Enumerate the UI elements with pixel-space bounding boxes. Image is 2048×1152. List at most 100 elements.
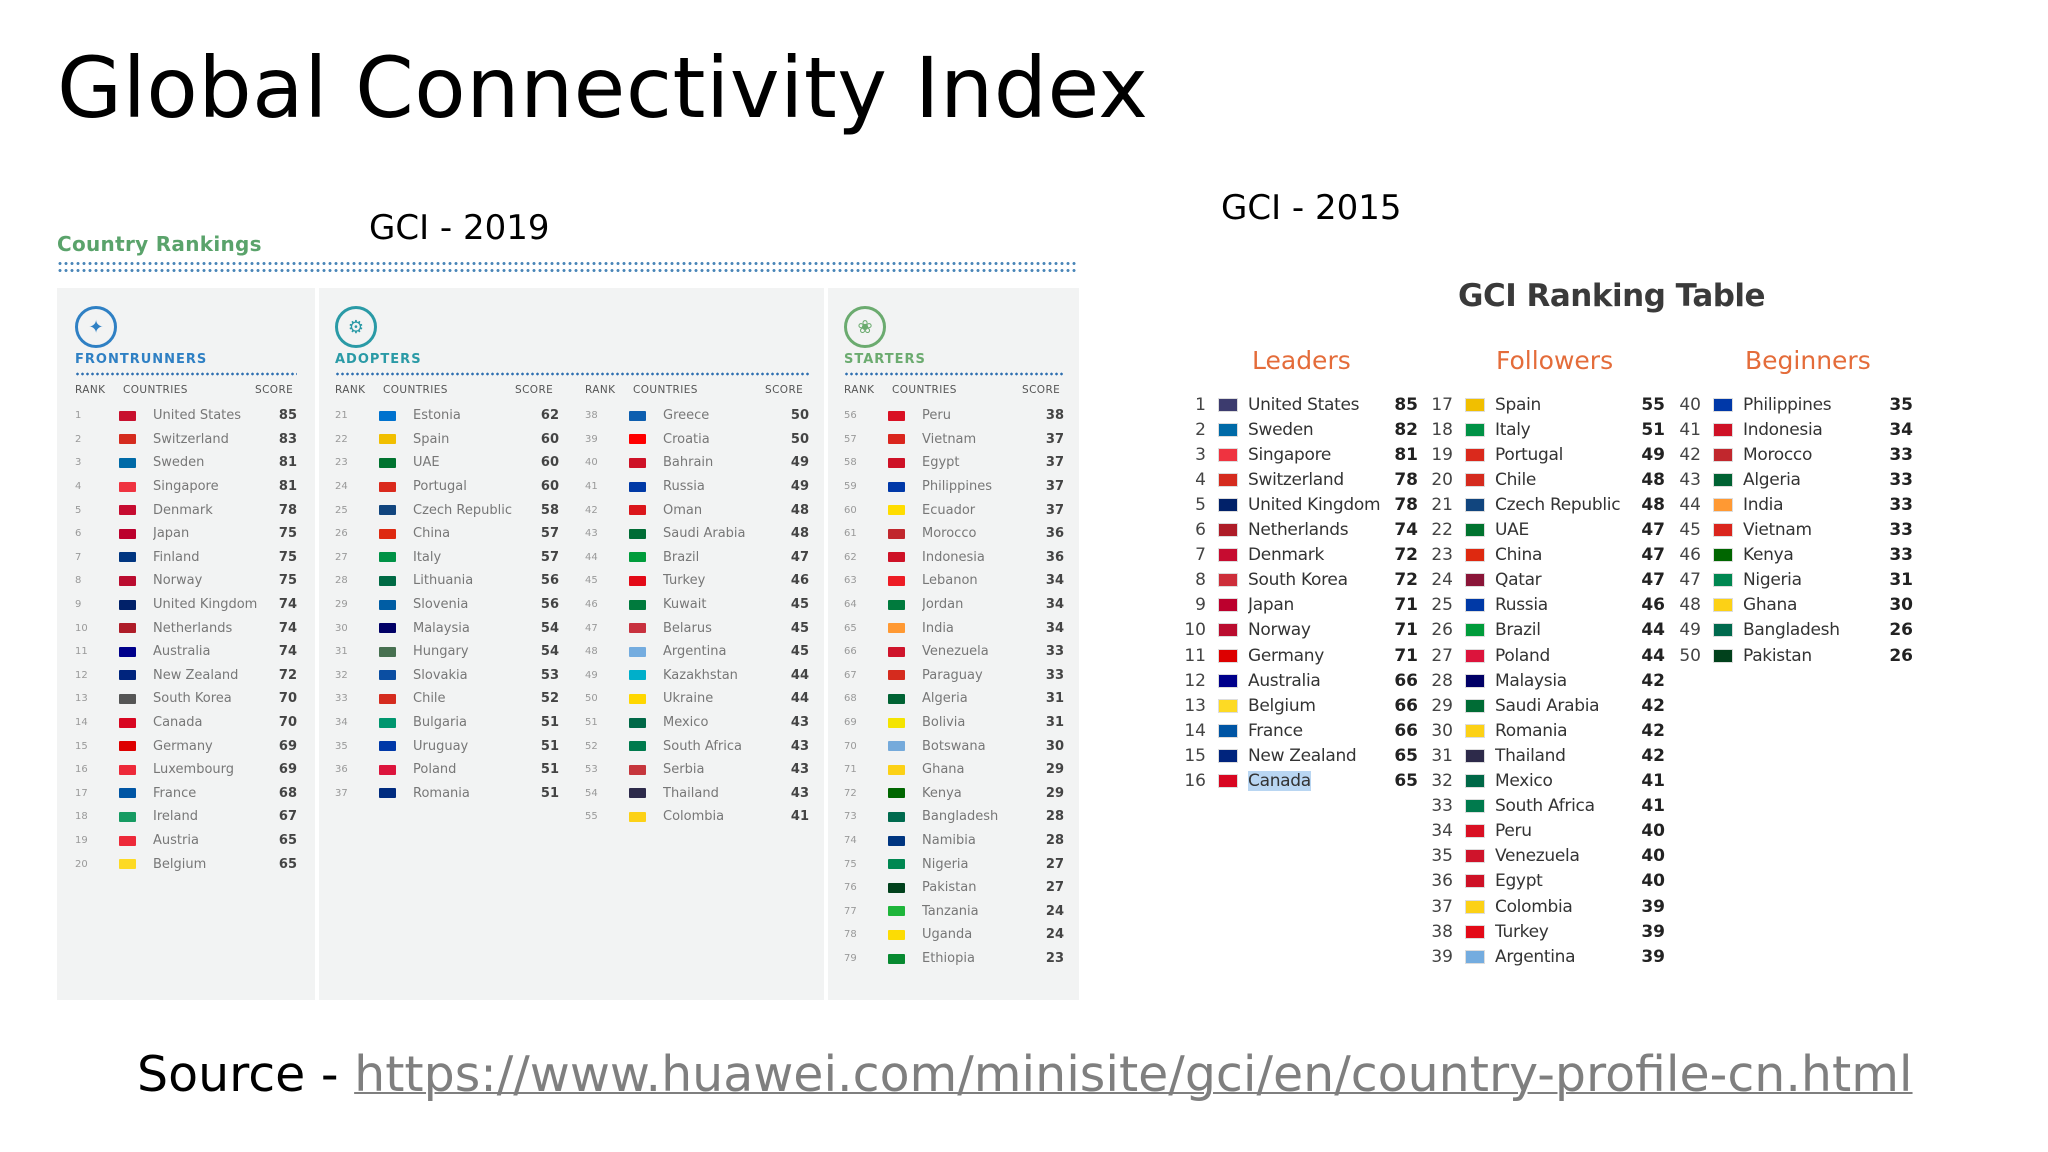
rank-cell: 27	[335, 551, 348, 563]
table-row: 44 India 33	[1671, 492, 1913, 517]
table-row: 39 Croatia 50	[585, 428, 809, 452]
flag-icon	[1465, 799, 1485, 814]
flag-icon	[119, 835, 136, 846]
score-cell: 72	[1394, 570, 1418, 591]
rank-cell: 45	[585, 575, 598, 587]
flag-icon	[1218, 673, 1238, 688]
country-cell: Mexico	[1495, 771, 1635, 791]
flag-icon	[1218, 648, 1238, 663]
score-cell: 71	[1394, 595, 1418, 616]
flag-icon	[1713, 623, 1733, 638]
flag-icon	[119, 552, 136, 563]
country-cell: Italy	[1495, 420, 1635, 440]
table-row: 65 India 34	[844, 616, 1064, 640]
table-row: 38 Turkey 39	[1423, 919, 1665, 944]
table-row: 49 Kazakhstan 44	[585, 664, 809, 688]
table-row: 3 Singapore 81	[1176, 442, 1418, 467]
country-cell: Croatia	[663, 431, 710, 447]
score-cell: 43	[790, 785, 809, 801]
flag-icon	[1713, 573, 1733, 588]
rank-cell: 47	[1679, 570, 1701, 591]
rank-cell: 68	[844, 693, 857, 705]
country-name: Pakistan	[1743, 645, 1812, 666]
flag-icon	[1218, 422, 1238, 437]
country-cell: Philippines	[1743, 395, 1883, 415]
country-cell: Saudi Arabia	[663, 526, 746, 542]
table-row: 48 Argentina 45	[585, 640, 809, 664]
country-cell: Saudi Arabia	[1495, 696, 1635, 716]
flag-icon	[629, 811, 646, 822]
country-cell: Algeria	[922, 691, 968, 707]
table-row: 55 Colombia 41	[585, 805, 809, 829]
country-cell: Colombia	[1495, 897, 1635, 917]
country-cell: Spain	[413, 431, 450, 447]
table-row: 38 Greece 50	[585, 404, 809, 428]
score-cell: 33	[1045, 667, 1064, 683]
score-cell: 30	[1045, 738, 1064, 754]
table-row: 26 China 57	[335, 522, 559, 546]
table-row: 41 Indonesia 34	[1671, 417, 1913, 442]
country-name: Netherlands	[1248, 520, 1349, 540]
country-cell: Kenya	[922, 785, 962, 801]
table-row: 40 Philippines 35	[1671, 392, 1913, 417]
country-cell: Indonesia	[1743, 420, 1883, 440]
table-row: 49 Bangladesh 26	[1671, 618, 1913, 643]
flag-icon	[629, 764, 646, 775]
rank-cell: 15	[75, 740, 88, 752]
rank-cell: 67	[844, 669, 857, 681]
flag-icon	[379, 741, 396, 752]
rank-cell: 48	[585, 646, 598, 658]
table-row: 18 Italy 51	[1423, 417, 1665, 442]
rank-cell: 22	[335, 433, 348, 445]
score-cell: 52	[540, 691, 559, 707]
rank-cell: 17	[1431, 394, 1453, 415]
country-cell: Argentina	[663, 644, 727, 660]
country-cell: Bolivia	[922, 715, 966, 731]
table-row: 56 Peru 38	[844, 404, 1064, 428]
table-row: 59 Philippines 37	[844, 475, 1064, 499]
score-cell: 28	[1045, 833, 1064, 849]
score-cell: 38	[1045, 408, 1064, 424]
table-row: 29 Slovenia 56	[335, 593, 559, 617]
country-name: Norway	[1248, 620, 1311, 641]
table-row: 33 Chile 52	[335, 687, 559, 711]
score-cell: 66	[1394, 670, 1418, 691]
country-cell: Russia	[663, 479, 705, 495]
rank-cell: 71	[844, 764, 857, 776]
rank-cell: 79	[844, 953, 857, 965]
rank-cell: 22	[1431, 520, 1453, 540]
table-row: 16 Canada 65	[1176, 769, 1418, 794]
table-row: 12 New Zealand 72	[75, 664, 297, 688]
table-row: 7 Denmark 72	[1176, 543, 1418, 568]
rank-cell: 46	[585, 599, 598, 611]
rank-cell: 36	[335, 764, 348, 776]
rank-cell: 21	[1431, 494, 1453, 515]
flag-icon	[379, 434, 396, 445]
score-cell: 33	[1889, 444, 1913, 465]
rank-cell: 42	[585, 504, 598, 516]
flag-icon	[1713, 598, 1733, 613]
country-cell: Lebanon	[922, 573, 978, 589]
score-cell: 49	[790, 479, 809, 495]
flag-icon	[119, 693, 136, 704]
rank-cell: 51	[585, 717, 598, 729]
flag-icon	[1465, 422, 1485, 437]
flag-icon	[379, 623, 396, 634]
flag-icon	[119, 434, 136, 445]
table-row: 33 South Africa 41	[1423, 794, 1665, 819]
rank-cell: 16	[75, 764, 88, 776]
country-cell: Vietnam	[1743, 520, 1883, 540]
flag-icon	[888, 575, 905, 586]
score-cell: 33	[1889, 545, 1913, 566]
country-name: Indonesia	[1743, 419, 1823, 440]
source-link[interactable]: https://www.huawei.com/minisite/gci/en/c…	[354, 1046, 1913, 1103]
rank-cell: 78	[844, 929, 857, 941]
score-cell: 33	[1889, 520, 1913, 540]
country-cell: South Africa	[1495, 796, 1635, 816]
flag-icon	[888, 457, 905, 468]
score-cell: 31	[1045, 691, 1064, 707]
rank-cell: 42	[1679, 444, 1701, 465]
flag-icon	[379, 410, 396, 421]
score-cell: 47	[1641, 520, 1665, 540]
country-cell: Denmark	[153, 502, 213, 518]
